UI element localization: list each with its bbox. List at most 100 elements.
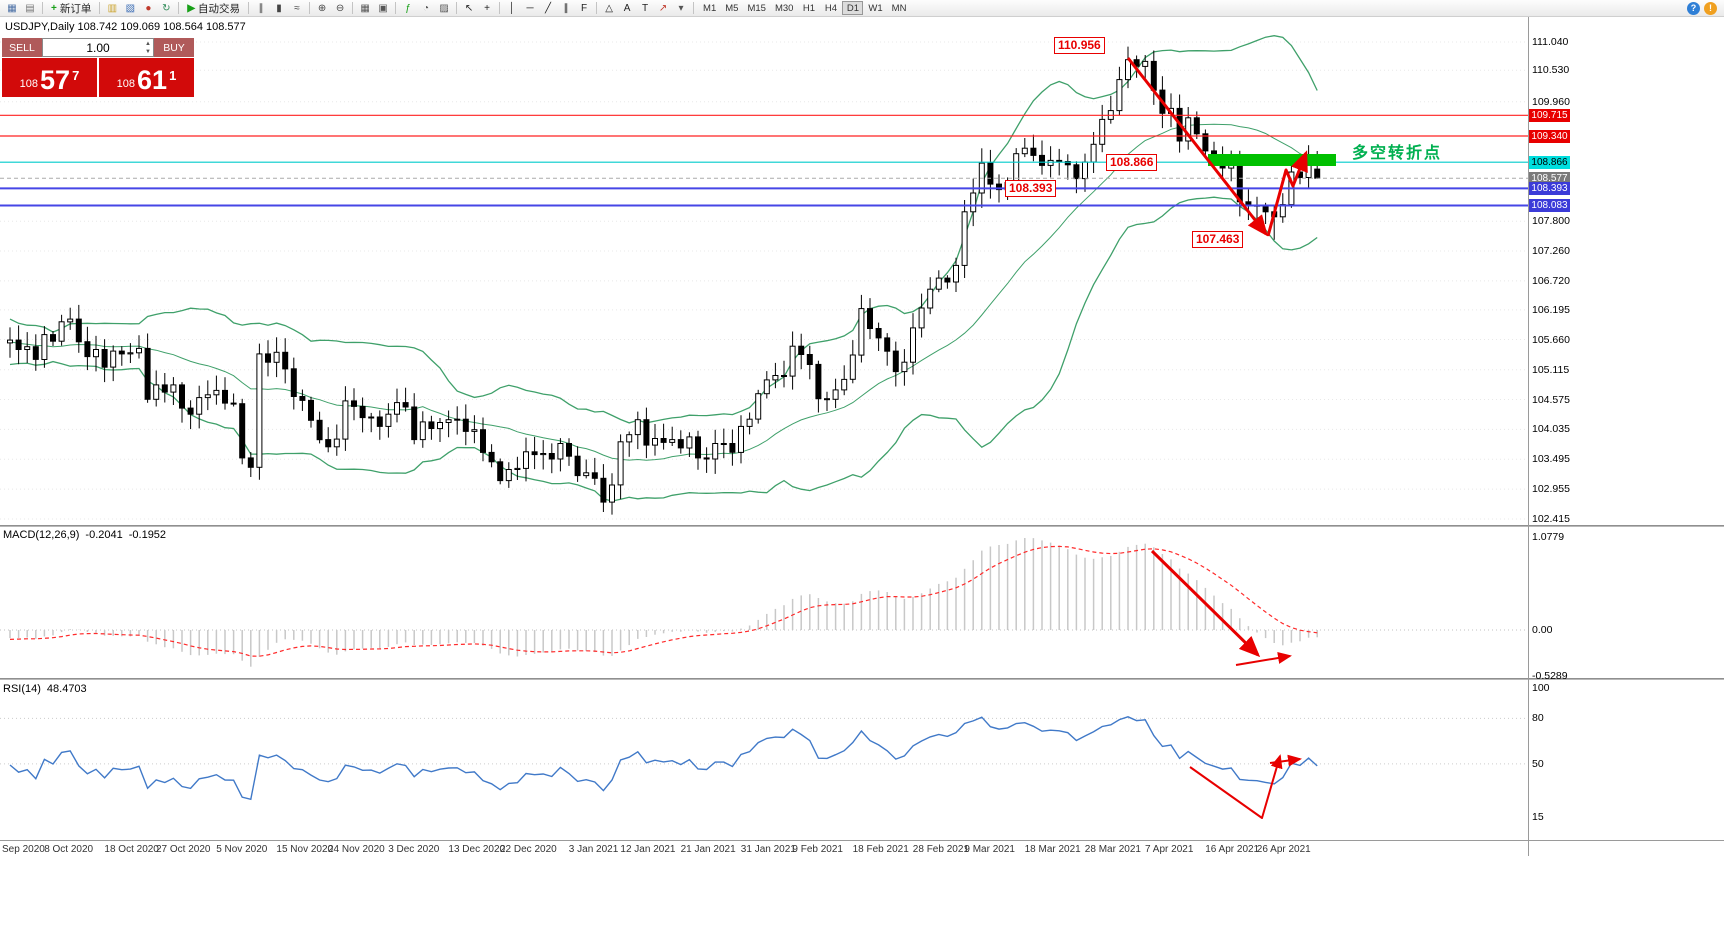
help-icon[interactable]: ? <box>1687 1 1700 15</box>
timeframe-h1[interactable]: H1 <box>802 3 815 14</box>
date-label: 18 Oct 2020 <box>104 844 159 855</box>
timeframe-m15[interactable]: M15 <box>747 3 766 14</box>
volume-input[interactable]: 1.00 ▲ ▼ <box>42 38 154 57</box>
date-label: 5 Nov 2020 <box>216 844 268 855</box>
sell-button[interactable]: 108 57 7 <box>2 58 97 97</box>
community-icon[interactable]: ! <box>1704 1 1717 15</box>
arrows-icon[interactable]: ↗ <box>658 2 668 14</box>
candlesticks <box>7 46 1321 515</box>
timeframe-m5[interactable]: M5 <box>725 3 739 14</box>
timeframe-m30[interactable]: M30 <box>774 3 794 14</box>
date-label: 27 Oct 2020 <box>156 844 211 855</box>
macd-scale-tick: 0.00 <box>1532 624 1553 636</box>
channel-icon[interactable]: ∥ <box>563 2 569 14</box>
periods-icon[interactable]: ◔ <box>423 2 430 14</box>
rsi-scale-tick: 80 <box>1532 712 1544 725</box>
price-annotation-label[interactable]: 108.866 <box>1106 154 1158 171</box>
timeframe-h4[interactable]: H4 <box>824 3 837 14</box>
price-annotation-label[interactable]: 110.956 <box>1054 37 1105 54</box>
date-label: 12 Jan 2021 <box>620 844 676 855</box>
price-badge: 109.340 <box>1529 129 1570 143</box>
trendline-icon[interactable]: ╱ <box>545 2 552 14</box>
date-label: 13 Dec 2020 <box>448 844 506 855</box>
price-scale-border <box>1528 17 1529 856</box>
date-label: 7 Apr 2021 <box>1145 844 1194 855</box>
rsi-name: RSI(14) <box>3 683 41 695</box>
price-tick: 109.960 <box>1532 95 1570 108</box>
price-tick: 103.495 <box>1532 453 1570 466</box>
toolbar-separator <box>352 2 354 14</box>
price-tick: 110.530 <box>1532 64 1570 77</box>
templates-icon[interactable]: ▨ <box>439 2 449 14</box>
indicators-icon[interactable]: ƒ <box>405 2 411 14</box>
charts-grid-icon[interactable]: ▧ <box>125 2 136 14</box>
date-label: 31 Jan 2021 <box>740 844 796 855</box>
volume-up-icon[interactable]: ▲ <box>145 41 151 47</box>
rsi-pane-splitter[interactable] <box>0 678 1724 680</box>
zoom-out-icon[interactable]: ⊖ <box>335 2 345 14</box>
volume-stepper: ▲ ▼ <box>145 40 151 56</box>
volume-down-icon[interactable]: ▼ <box>145 49 151 55</box>
horizontal-line-icon[interactable]: ─ <box>526 2 534 14</box>
cursor-icon[interactable]: ↖ <box>464 2 474 14</box>
toolbar-separator <box>596 2 598 14</box>
toolbar-separator <box>178 2 180 14</box>
price-tick: 102.415 <box>1532 512 1570 525</box>
buy-button[interactable]: 108 61 1 <box>99 58 194 97</box>
line-chart-icon[interactable]: ≈ <box>294 2 300 14</box>
date-label: 15 Nov 2020 <box>276 844 334 855</box>
date-label: 18 Mar 2021 <box>1024 844 1081 855</box>
vertical-line-icon[interactable]: │ <box>508 2 516 14</box>
buy-price-big: 61 <box>137 65 168 95</box>
text-label-icon[interactable]: T <box>641 2 649 14</box>
objects-dropdown-icon[interactable]: ▾ <box>678 2 684 14</box>
price-tick: 106.195 <box>1532 303 1570 316</box>
macd-scale-tick: 1.0779 <box>1532 530 1565 543</box>
toolbar-separator <box>42 2 43 14</box>
rsi-scale-tick: 15 <box>1532 811 1544 824</box>
price-tick: 107.800 <box>1532 215 1570 228</box>
timeframe-mn[interactable]: MN <box>891 3 907 14</box>
annotation-arrows[interactable] <box>1126 57 1308 819</box>
date-label: 28 Mar 2021 <box>1084 844 1141 855</box>
buy-caption: BUY <box>154 38 194 57</box>
tile-windows-icon[interactable]: ▦ <box>360 2 370 14</box>
auto-trading-button[interactable]: ▶ 自动交易 <box>182 1 245 16</box>
new-order-button[interactable]: + 新订单 <box>46 1 96 16</box>
price-tick: 104.035 <box>1532 423 1570 436</box>
macd-value-main: -0.2041 <box>85 529 123 541</box>
new-chart-icon[interactable]: ▦ <box>7 2 17 14</box>
rsi-scale-tick: 100 <box>1532 682 1550 694</box>
timeframe-m1[interactable]: M1 <box>703 3 717 14</box>
date-label: 28 Feb 2021 <box>912 844 969 855</box>
timeframe-w1[interactable]: W1 <box>868 3 883 14</box>
rsi-indicator <box>0 716 1528 801</box>
text-icon[interactable]: A <box>623 2 631 14</box>
date-label: Sep 2020 <box>2 844 45 855</box>
pivot-zone-rectangle[interactable] <box>1208 154 1336 166</box>
shapes-icon[interactable]: △ <box>605 2 613 14</box>
macd-indicator <box>0 538 1528 667</box>
bars-chart-icon[interactable]: ∥ <box>258 2 264 14</box>
price-annotation-label[interactable]: 108.393 <box>1005 180 1057 197</box>
fibonacci-icon[interactable]: F <box>580 2 588 14</box>
refresh-icon[interactable]: ↻ <box>162 2 171 14</box>
alerts-icon[interactable]: ● <box>145 2 152 14</box>
macd-scale-tick: -0.5289 <box>1532 669 1568 682</box>
price-annotation-label[interactable]: 107.463 <box>1192 231 1244 248</box>
macd-name: MACD(12,26,9) <box>3 529 80 541</box>
turning-point-note[interactable]: 多空转折点 <box>1352 145 1443 162</box>
macd-value-signal: -0.1952 <box>128 529 167 541</box>
zoom-in-icon[interactable]: ⊕ <box>317 2 327 14</box>
window-layout-icon[interactable]: ▤ <box>25 2 35 14</box>
horizontal-level-lines[interactable] <box>0 114 1528 207</box>
crosshair-icon[interactable]: + <box>484 2 490 14</box>
candles-chart-icon[interactable]: ▮ <box>276 2 282 14</box>
macd-pane-splitter[interactable] <box>0 525 1724 527</box>
auto-trading-icon: ▶ <box>187 2 196 14</box>
profiles-icon[interactable]: ▥ <box>107 2 118 14</box>
timeframe-d1[interactable]: D1 <box>842 1 864 15</box>
cascade-windows-icon[interactable]: ▣ <box>378 2 388 14</box>
